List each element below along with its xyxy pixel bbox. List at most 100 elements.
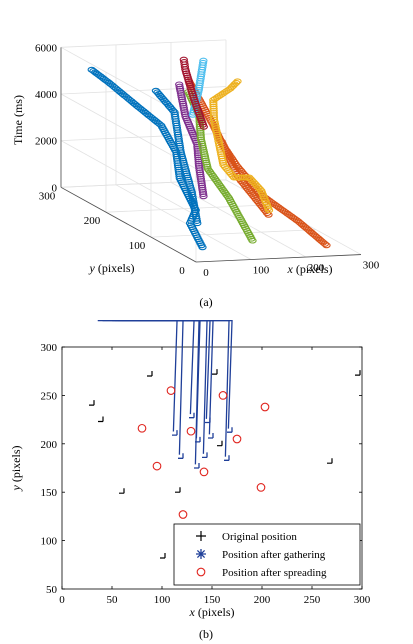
trajectory-2	[151, 87, 202, 227]
trajectory-marker	[87, 66, 96, 73]
x-tick-label: 100	[154, 594, 171, 606]
point-circle	[186, 426, 196, 436]
gridline	[60, 140, 197, 216]
trajectory-marker	[179, 56, 188, 63]
trajectory-5	[209, 78, 274, 214]
gridline	[60, 39, 227, 48]
point-circle	[178, 510, 188, 519]
legend-marker-circle	[196, 567, 206, 577]
y-tick-label: 100	[41, 536, 58, 548]
point-plus	[355, 370, 361, 376]
trajectory-marker	[194, 162, 204, 169]
point-circle	[260, 402, 270, 412]
y-tick-label: 200	[41, 439, 58, 451]
trajectory-marker	[175, 83, 184, 90]
legend-label: Original position	[222, 531, 297, 543]
x-tick-label: 0	[203, 267, 209, 279]
gridline	[60, 93, 197, 170]
point-circle	[137, 423, 147, 433]
point-circle	[166, 386, 176, 395]
legend-label: Position after gathering	[222, 549, 326, 561]
point-plus	[175, 487, 181, 493]
point-circle	[232, 434, 242, 444]
z-tick-label: 0	[52, 182, 58, 194]
x-axis-label-var: x	[287, 262, 294, 276]
z-tick-label: 2000	[35, 136, 58, 148]
y-tick-label: 50	[46, 584, 58, 596]
x-tick-label: 50	[107, 594, 119, 606]
point-circle	[218, 391, 228, 400]
y-axis-label: y (pixels)	[89, 261, 135, 275]
series-circle	[137, 386, 270, 519]
y-tick-label: 300	[41, 342, 58, 354]
point-plus	[217, 440, 223, 447]
y-tick-label: 300	[39, 190, 56, 202]
z-tick-label: 6000	[35, 42, 58, 54]
point-plus	[212, 369, 218, 375]
x-axis-label-var: x	[189, 605, 196, 619]
y-tick-label: 0	[179, 265, 185, 277]
x-tick-label: 0	[59, 594, 65, 606]
x-axis-line	[195, 254, 362, 263]
x-tick-label: 300	[363, 260, 380, 272]
trajectory-marker	[233, 78, 242, 85]
z-axis-label: Time (ms)	[11, 95, 25, 145]
caption-a: (a)	[199, 295, 212, 309]
legend-label: Position after spreading	[222, 567, 327, 579]
y-tick-label: 100	[129, 240, 146, 252]
trajectory-1	[87, 66, 207, 251]
y-tick-label: 200	[84, 215, 101, 227]
trajectory-marker	[193, 147, 202, 154]
trajectory-marker	[198, 59, 208, 66]
y-tick-label: 150	[41, 487, 58, 499]
z-tick-label: 4000	[35, 89, 58, 101]
y-axis-line	[60, 186, 197, 263]
x-tick-label: 100	[253, 265, 270, 277]
x-tick-label: 300	[354, 594, 371, 606]
y-axis-label-var: y	[89, 261, 96, 275]
point-plus	[98, 416, 104, 423]
point-asterisk	[140, 320, 230, 461]
trajectory-marker	[89, 68, 98, 74]
x-axis-label-unit: (pixels)	[293, 262, 333, 276]
series-asterisk	[97, 320, 233, 469]
legend-marker-asterisk	[196, 549, 206, 559]
x-axis-label: x (pixels)	[287, 262, 333, 276]
x-tick-label: 250	[304, 594, 321, 606]
y-axis-label-unit: (pixels)	[9, 446, 23, 486]
gridline	[150, 229, 317, 238]
grid-3d	[60, 39, 362, 263]
trajectory-9	[179, 56, 208, 130]
x-axis-label: x (pixels)	[189, 605, 235, 619]
trajectory-marker	[151, 87, 161, 94]
caption-b: (b)	[199, 627, 213, 641]
y-axis-label: y (pixels)	[9, 446, 23, 492]
trajectory-marker	[209, 99, 218, 106]
trajectory-marker	[170, 111, 179, 118]
y-axis-label-unit: (pixels)	[95, 261, 135, 275]
y-tick-label: 250	[41, 390, 58, 402]
x-tick-label: 200	[308, 262, 325, 274]
point-plus	[327, 458, 333, 464]
trajectory-marker	[199, 57, 208, 64]
trajectory-marker	[180, 59, 189, 65]
legend-marker-plus	[196, 531, 206, 541]
point-plus	[147, 371, 153, 377]
x-axis-label-unit: (pixels)	[195, 605, 235, 619]
gridline	[105, 204, 272, 213]
gridline	[115, 184, 252, 260]
x-tick-label: 200	[254, 594, 271, 606]
point-plus	[89, 400, 95, 406]
point-plus	[160, 553, 166, 559]
point-circle	[256, 483, 266, 492]
trajectory-marker	[193, 145, 202, 152]
point-circle	[152, 461, 162, 471]
trajectories	[87, 56, 331, 251]
x-tick-label: 150	[204, 594, 221, 606]
y-axis-label-var: y	[9, 484, 23, 491]
trajectory-marker	[175, 81, 184, 88]
point-circle	[199, 467, 209, 477]
series-plus	[89, 369, 361, 559]
